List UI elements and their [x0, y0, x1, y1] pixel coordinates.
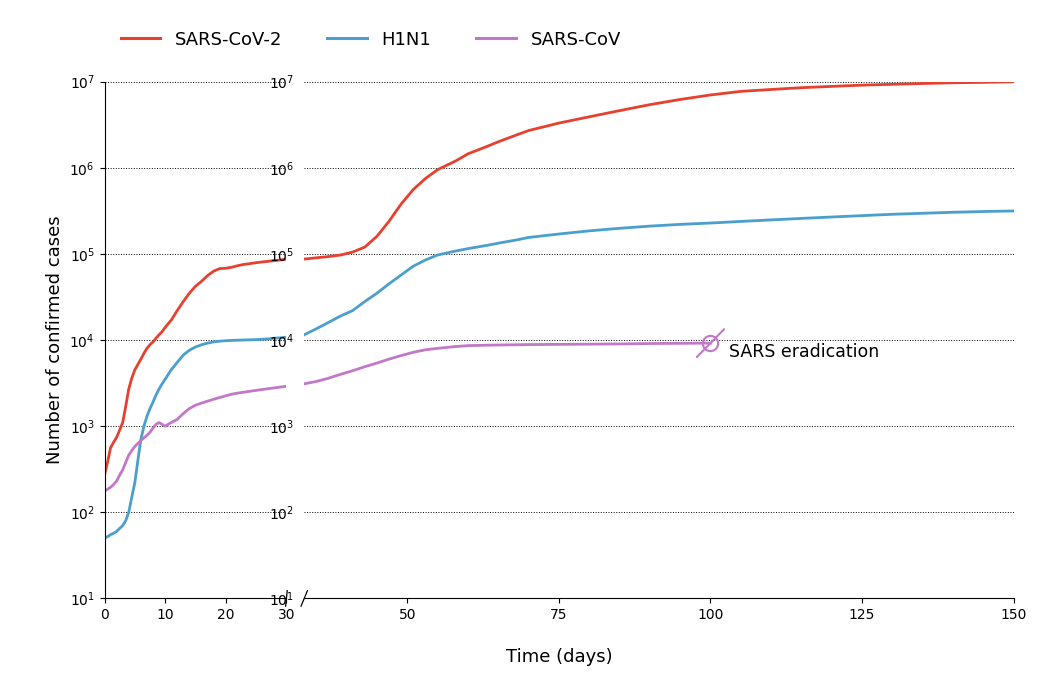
- Legend: SARS-CoV-2, H1N1, SARS-CoV: SARS-CoV-2, H1N1, SARS-CoV: [114, 23, 628, 56]
- Text: SARS eradication: SARS eradication: [728, 343, 879, 361]
- Y-axis label: Number of confirmed cases: Number of confirmed cases: [46, 216, 64, 464]
- Text: Time (days): Time (days): [506, 649, 612, 666]
